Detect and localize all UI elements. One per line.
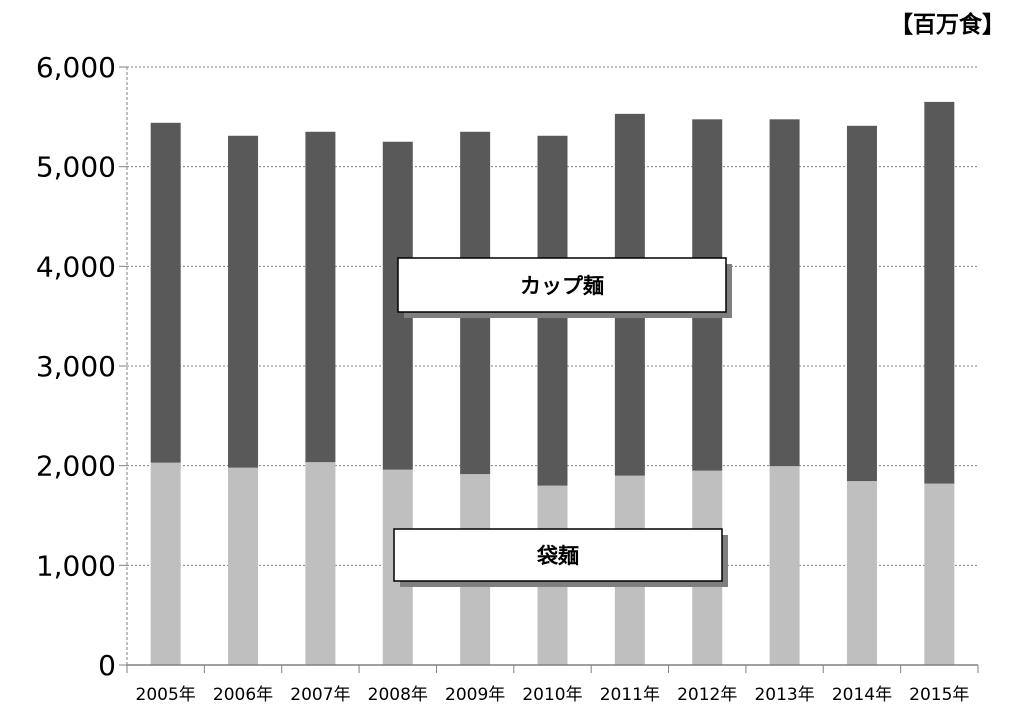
- y-tick-label: 6,000: [36, 51, 116, 84]
- x-tick-label: 2015年: [909, 685, 969, 705]
- x-tick-label: 2008年: [368, 685, 428, 705]
- bar-bag-noodles: [846, 481, 877, 665]
- x-tick-label: 2005年: [136, 685, 196, 705]
- series-label-cup-noodles-box: [397, 257, 727, 313]
- x-tick-label: 2011年: [600, 685, 660, 705]
- y-tick-labels: 0 1,000 2,000 3,000 4,000 5,000 6,000: [36, 51, 116, 682]
- bar-cup-noodles: [769, 119, 800, 467]
- x-tick-label: 2007年: [290, 685, 350, 705]
- series-label-bag-noodles-box: [393, 528, 723, 582]
- x-tick-label: 2010年: [522, 685, 582, 705]
- x-tick-label: 2014年: [832, 685, 892, 705]
- y-tick-label: 1,000: [36, 549, 116, 582]
- x-tick-label: 2006年: [213, 685, 273, 705]
- series-label-cup-noodles-text: カップ麺: [520, 274, 604, 298]
- bar-cup-noodles: [305, 131, 336, 463]
- bar-bag-noodles: [150, 462, 181, 665]
- bar-bag-noodles: [924, 483, 955, 665]
- bar-cup-noodles: [924, 101, 955, 484]
- unit-label: 【百万食】: [890, 11, 1005, 38]
- bar-cup-noodles: [228, 135, 259, 468]
- x-tick-labels: 2005年 2006年 2007年 2008年 2009年 2010年 2011年 2012年…: [136, 685, 970, 705]
- series-label-bag-noodles: 袋麺: [393, 528, 728, 587]
- axes: [119, 66, 979, 673]
- bar-bag-noodles: [305, 462, 336, 665]
- bar-cup-noodles: [150, 122, 181, 463]
- series-label-bag-noodles-text: 袋麺: [536, 544, 579, 568]
- x-tick-label: 2009年: [445, 685, 505, 705]
- bar-bag-noodles: [769, 466, 800, 665]
- series-label-cup-noodles: カップ麺: [397, 257, 732, 318]
- y-tick-label: 2,000: [36, 450, 116, 483]
- bars: [150, 101, 955, 665]
- y-tick-label: 4,000: [36, 250, 116, 283]
- y-tick-label: 3,000: [36, 350, 116, 383]
- y-tick-label: 5,000: [36, 151, 116, 184]
- x-tick-label: 2012年: [677, 685, 737, 705]
- y-tick-label: 0: [98, 649, 116, 682]
- x-tick-label: 2013年: [754, 685, 814, 705]
- bar-bag-noodles: [228, 467, 259, 665]
- bar-cup-noodles: [846, 125, 877, 482]
